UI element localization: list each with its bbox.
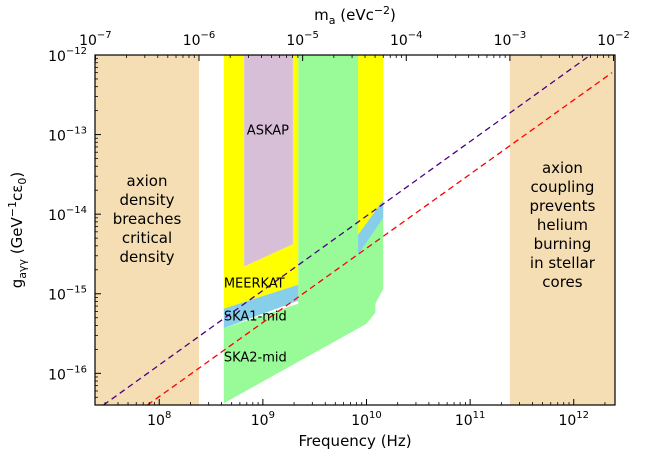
- y-tick-label: 10−16: [48, 364, 87, 383]
- x-tick-label: 1012: [558, 410, 589, 429]
- survey-label-ska2-mid: SKA2-mid: [224, 351, 287, 366]
- excluded-region-2-label: helium: [537, 216, 588, 234]
- survey-label-askap: ASKAP: [247, 124, 289, 139]
- survey-label-meerkat: MEERKAT: [224, 276, 285, 291]
- x-tick-label: 1011: [455, 410, 486, 429]
- x-tick-label: 108: [147, 410, 171, 429]
- x-tick-label: 109: [251, 410, 275, 429]
- y-tick-label: 10−13: [48, 126, 87, 145]
- excluded-region-2-label: in stellar: [530, 254, 596, 272]
- top-tick-label: 10−2: [597, 30, 630, 49]
- excluded-region-2-label: axion: [542, 159, 583, 177]
- excluded-region-2: [509, 55, 615, 405]
- excluded-region-1-label: density: [120, 248, 175, 266]
- excluded-region-1-label: breaches: [113, 210, 182, 228]
- survey-ska1-mid-region-2: [358, 200, 384, 255]
- survey-ska1-mid-region-1: [223, 284, 299, 329]
- survey-meerkat-region-1: [223, 55, 299, 309]
- axes-layer: 108 109 1010 1011 1012 10−12 10−13 10−14 10−15 10…: [6, 4, 630, 450]
- excluded-region-1-label: axion: [127, 172, 168, 190]
- y-tick-label: 10−15: [48, 285, 87, 304]
- excluded-region-2-label: cores: [542, 273, 582, 291]
- survey-meerkat-region-2: [358, 55, 384, 235]
- excluded-region-2-label: burning: [534, 235, 592, 253]
- survey-regions-layer: [223, 55, 384, 404]
- bound-line-2: [147, 72, 613, 405]
- excluded-region-1: [95, 55, 200, 405]
- y-tick-label: 10−14: [48, 205, 87, 224]
- y-axis-title: gaγγ (GeV−1cε0): [6, 172, 29, 288]
- excluded-region-1-label: density: [120, 191, 175, 209]
- bound-lines-layer: [103, 55, 613, 405]
- plot-frame: [94, 54, 616, 406]
- survey-label-ska1-mid: SKA1-mid: [224, 310, 287, 325]
- top-tick-label: 10−3: [494, 30, 527, 49]
- top-tick-label: 10−7: [79, 30, 112, 49]
- excluded-regions-layer: [95, 55, 615, 405]
- top-tick-label: 10−4: [390, 30, 423, 49]
- top-tick-label: 10−6: [183, 30, 216, 49]
- x-axis-title: Frequency (Hz): [298, 432, 411, 450]
- region-labels-layer: axiondensitybreachescriticaldensityaxion…: [113, 124, 596, 366]
- excluded-region-1-label: critical: [122, 229, 172, 247]
- y-tick-label: 10−12: [48, 46, 87, 65]
- x-tick-label: 1010: [351, 410, 382, 429]
- top-axis-title: ma (eVc−2): [314, 4, 396, 27]
- top-tick-label: 10−5: [286, 30, 319, 49]
- excluded-region-2-label: coupling: [531, 178, 595, 196]
- survey-askap-region-1: [244, 55, 293, 267]
- survey-ska2-mid-region-1: [223, 55, 384, 404]
- excluded-region-2-label: prevents: [529, 197, 595, 215]
